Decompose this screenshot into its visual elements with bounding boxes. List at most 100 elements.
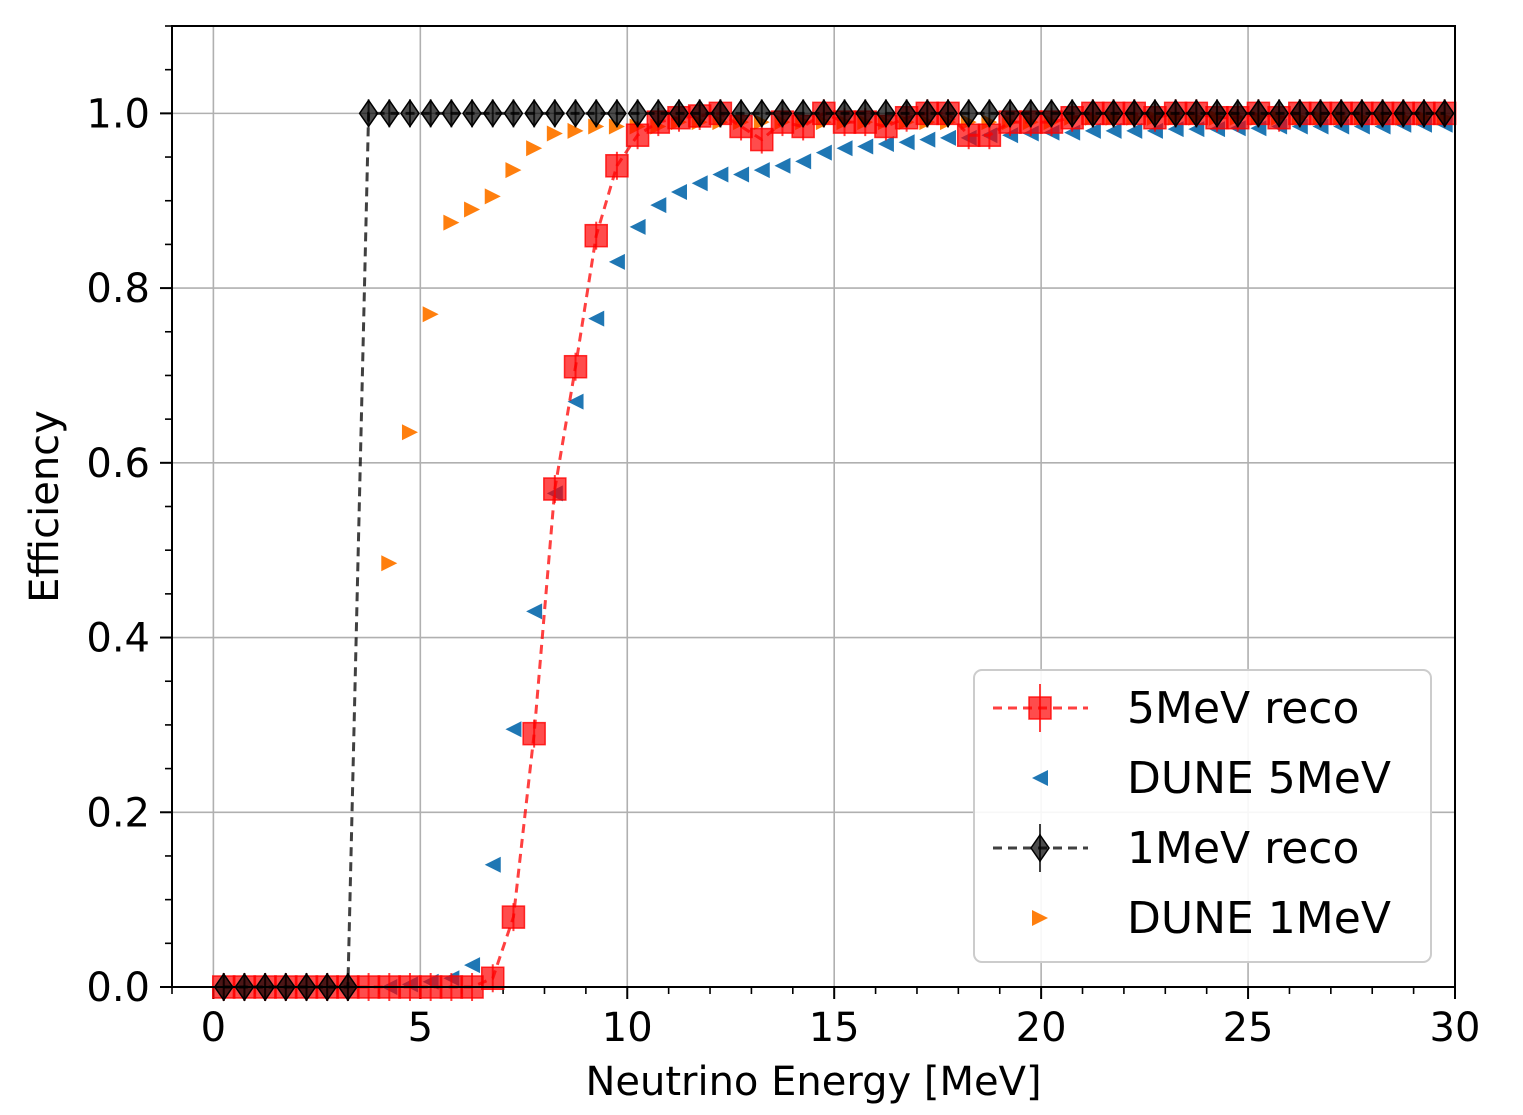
data-point	[1414, 99, 1434, 128]
data-point	[753, 162, 770, 179]
data-point	[1393, 99, 1414, 128]
data-point	[1062, 99, 1083, 128]
data-point	[1041, 99, 1062, 128]
legend-box	[973, 669, 1432, 963]
data-point	[565, 99, 586, 128]
data-point	[588, 310, 605, 327]
x-tick-label: 10	[602, 1005, 653, 1051]
legend-label: DUNE 5MeV	[1127, 753, 1391, 804]
axis-ticks: 0 5 10 15 20 25 30 0.0 0.2 0.4 0.6 0.8 1.0	[86, 25, 1481, 1051]
data-point	[1020, 99, 1041, 128]
data-point	[772, 99, 793, 128]
data-point	[774, 157, 791, 174]
data-point	[546, 125, 563, 142]
x-tick-label: 0	[201, 1005, 226, 1051]
x-axis-label: Neutrino Energy [MeV]	[585, 1059, 1041, 1105]
data-point	[731, 99, 751, 128]
x-tick-label: 25	[1223, 1005, 1274, 1051]
legend-item-dune-5mev: DUNE 5MeV	[1032, 753, 1391, 804]
data-point	[443, 214, 460, 231]
data-point	[836, 140, 853, 157]
data-point	[691, 175, 708, 192]
data-point	[1248, 99, 1269, 128]
data-point	[484, 856, 501, 873]
data-point	[710, 99, 731, 128]
data-point	[400, 99, 420, 128]
data-point	[422, 306, 439, 323]
data-point	[584, 223, 608, 248]
data-point	[586, 99, 607, 128]
data-point	[1434, 99, 1455, 128]
x-tick-label: 5	[408, 1005, 433, 1051]
data-point	[1310, 99, 1331, 128]
x-tick-label: 30	[1430, 1005, 1481, 1051]
data-point	[543, 477, 567, 501]
data-point	[815, 144, 832, 161]
data-point	[733, 166, 750, 183]
data-point	[606, 99, 627, 128]
data-point	[896, 99, 917, 128]
legend-item-5mev-reco: 5MeV reco	[993, 683, 1359, 734]
series-dune-1mev	[381, 109, 1453, 572]
data-point	[567, 122, 584, 139]
data-point	[1126, 122, 1143, 139]
data-point	[629, 218, 646, 235]
data-point	[712, 166, 729, 183]
data-point	[1103, 99, 1124, 128]
data-point	[1082, 99, 1103, 128]
data-point	[1372, 99, 1393, 128]
data-point	[857, 138, 874, 155]
data-point	[505, 162, 522, 179]
data-point	[834, 99, 855, 128]
data-point	[462, 99, 482, 128]
y-axis-label: Efficiency	[22, 410, 68, 603]
data-point	[481, 966, 505, 991]
legend-marker	[1030, 833, 1050, 863]
data-point	[1084, 122, 1101, 139]
data-point	[648, 99, 669, 128]
x-tick-label: 20	[1016, 1005, 1067, 1051]
data-point	[544, 99, 565, 128]
data-point	[1165, 99, 1186, 128]
data-point	[1000, 99, 1021, 128]
legend: 5MeV reco DUNE 5MeV 1MeV reco DUNE 1MeV	[973, 669, 1432, 963]
data-point	[670, 183, 687, 200]
axes-frame	[171, 25, 1456, 988]
legend-marker	[1032, 770, 1048, 786]
data-point	[482, 99, 503, 128]
data-point	[813, 99, 834, 128]
data-point	[919, 131, 936, 148]
data-point	[484, 188, 501, 205]
data-point	[401, 424, 418, 441]
data-point	[940, 129, 957, 146]
data-point	[958, 99, 979, 128]
legend-label: 5MeV reco	[1127, 683, 1359, 734]
y-tick-label: 0.8	[86, 266, 150, 312]
data-point	[1207, 99, 1227, 128]
data-point	[524, 99, 545, 128]
data-point	[605, 154, 629, 178]
data-point	[938, 99, 958, 128]
legend-item-1mev-reco: 1MeV reco	[993, 823, 1359, 874]
legend-marker	[1032, 910, 1048, 926]
data-point	[750, 127, 774, 152]
data-point	[522, 721, 546, 746]
data-point	[563, 354, 588, 379]
data-point	[505, 721, 522, 738]
y-tick-label: 0.4	[86, 616, 150, 662]
data-point	[464, 201, 481, 218]
data-point	[1186, 99, 1207, 128]
data-point	[503, 99, 524, 128]
data-point	[358, 99, 379, 128]
y-tick-label: 0.6	[86, 441, 150, 487]
data-point	[795, 153, 812, 170]
data-point	[526, 140, 543, 157]
legend-label: DUNE 1MeV	[1127, 893, 1391, 944]
data-point	[689, 99, 710, 128]
legend-label: 1MeV reco	[1127, 823, 1359, 874]
data-point	[877, 135, 894, 152]
data-point	[379, 99, 400, 128]
data-point	[441, 99, 462, 128]
data-point	[1269, 99, 1290, 128]
